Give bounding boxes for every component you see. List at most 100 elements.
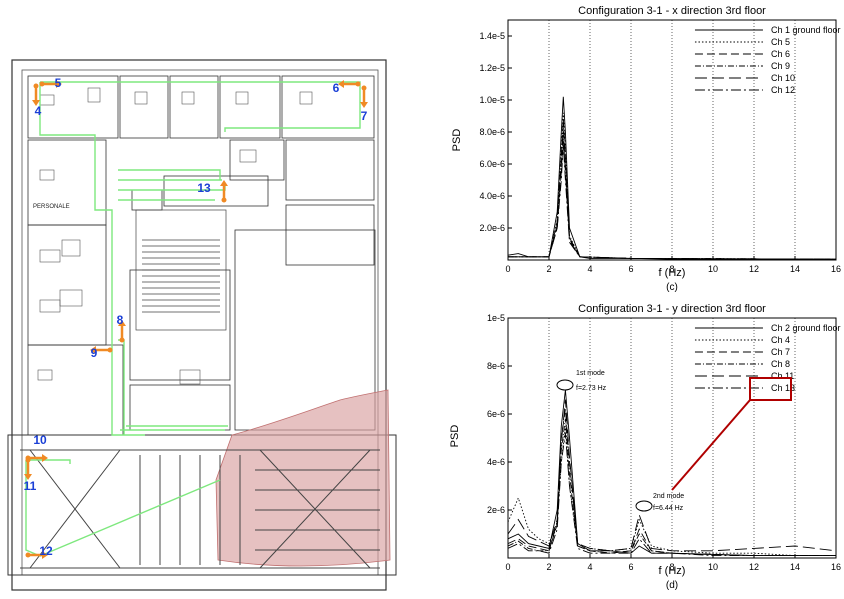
y-tick-label: 4e-6 (487, 457, 505, 467)
sensor-dot (39, 81, 45, 87)
chart-d-svg: Configuration 3-1 - y direction 3rd floo… (449, 303, 841, 591)
sensor-marker-ch4: 4 (32, 83, 42, 118)
mode2-freq: f=6.44 Hz (653, 505, 684, 512)
x-tick-label: 4 (587, 562, 592, 572)
channel-label: 10 (33, 433, 47, 447)
plot-area: 0 2 4 6 8 10 12 14 16 2.0e-6 4.0e-6 6.0e-6 8.0e-6 1.0… (479, 19, 841, 274)
y-tick-label: 6.0e-6 (479, 159, 505, 169)
x-tick-label: 0 (505, 264, 510, 274)
sensor-marker-ch9: 9 (90, 346, 113, 360)
sensor-dot (33, 83, 39, 89)
mode2-label: 2nd mode (653, 493, 684, 500)
x-tick-label: 6 (628, 562, 633, 572)
channel-label: 13 (197, 181, 211, 195)
series-line-2 (508, 112, 837, 260)
arrowhead-icon (42, 454, 48, 462)
legend-entry: Ch 8 (771, 359, 790, 369)
legend-entry: Ch 2 ground floor (771, 323, 841, 333)
series-line-1 (507, 96, 836, 260)
furniture (37, 87, 313, 385)
x-tick-label: 14 (790, 264, 800, 274)
channel-label: 7 (361, 109, 368, 123)
sensor-marker-ch13: 13 (197, 180, 228, 203)
x-tick-label: 16 (831, 562, 841, 572)
sensor-dot (107, 347, 113, 353)
legend-entry: Ch 11 (771, 371, 794, 381)
mode1-freq: f=2.73 Hz (576, 385, 607, 392)
channel-label: 4 (35, 104, 42, 118)
arrowhead-icon (118, 320, 126, 326)
sensor-marker-ch6: 6 (333, 80, 361, 95)
mode2-circle (635, 500, 653, 512)
y-tick-label: 1.2e-5 (479, 63, 505, 73)
chart-title: Configuration 3-1 - y direction 3rd floo… (578, 303, 766, 315)
legend-entry: Ch 5 (771, 37, 790, 47)
channel-label: 5 (55, 76, 62, 90)
sensor-marker-ch12: 12 (25, 544, 53, 559)
x-tick-label: 14 (790, 562, 800, 572)
legend-entry: Ch 10 (771, 73, 795, 83)
legend-entry: Ch 1 ground floor (771, 25, 841, 35)
x-tick-label: 10 (708, 562, 718, 572)
arrowhead-icon (90, 346, 96, 354)
series-line-4 (507, 418, 836, 557)
y-tick-label: 1.4e-5 (479, 31, 505, 41)
legend-entry: Ch 4 (771, 335, 790, 345)
y-tick-label: 1.0e-5 (479, 95, 505, 105)
room-label: PERSONALE (33, 204, 70, 210)
mode-annotations: 1st mode f=2.73 Hz 2nd mode f=6.44 Hz (556, 370, 684, 512)
sensor-marker-ch10: 10 (25, 433, 48, 462)
building-outline (7, 59, 397, 591)
sensor-dot (25, 552, 31, 558)
chart-caption: (c) (666, 282, 678, 293)
x-tick-label: 0 (505, 562, 510, 572)
floor-plan-panel: 5 4 6 7 13 8 9 10 11 12 PERSONALE (0, 40, 420, 594)
y-tick-label: 2.0e-6 (479, 223, 505, 233)
x-axis-label: f (Hz) (659, 267, 686, 279)
channel-label: 8 (117, 313, 124, 327)
roof-beams (20, 449, 380, 569)
sensor-cable-network (25, 81, 361, 557)
mode1-label: 1st mode (576, 370, 605, 377)
channel-label: 12 (39, 544, 53, 558)
y-tick-label: 6e-6 (487, 409, 505, 419)
y-axis-label: PSD (449, 425, 461, 448)
highlight-box (749, 377, 792, 401)
sensor-dot (119, 337, 125, 343)
y-tick-label: 8.0e-6 (479, 127, 505, 137)
x-tick-label: 8 (669, 264, 674, 274)
x-axis-label: f (Hz) (659, 565, 686, 577)
channel-label: 11 (24, 479, 37, 493)
y-tick-label: 1e-5 (487, 313, 505, 323)
arrowhead-icon (24, 474, 32, 480)
y-tick-label: 4.0e-6 (479, 191, 505, 201)
arrowhead-icon (360, 102, 368, 108)
chart-c-svg: Configuration 3-1 - x direction 3rd floo… (451, 5, 841, 293)
legend-entry: Ch 12 (771, 85, 795, 95)
x-tick-label: 2 (546, 264, 551, 274)
chart-caption: (d) (666, 580, 678, 591)
x-tick-label: 12 (749, 562, 759, 572)
sensor-dot (25, 457, 31, 463)
legend-entry: Ch 6 (771, 49, 790, 59)
chart-d-panel: Configuration 3-1 - y direction 3rd floo… (440, 298, 844, 594)
channel-label: 6 (333, 81, 340, 95)
series-line-2 (507, 425, 836, 557)
x-tick-label: 16 (831, 264, 841, 274)
x-tick-label: 10 (708, 264, 718, 274)
y-axis-label: PSD (451, 129, 463, 152)
arrowhead-icon (32, 100, 40, 106)
series-line-5 (507, 399, 837, 552)
arrowhead-icon (56, 80, 62, 88)
x-tick-label: 6 (628, 264, 633, 274)
chart-title: Configuration 3-1 - x direction 3rd floo… (578, 5, 766, 17)
legend-entry: Ch 13 (771, 383, 795, 393)
x-tick-label: 4 (587, 264, 592, 274)
series-line-5 (508, 135, 837, 260)
legend-entry: Ch 9 (771, 61, 790, 71)
y-tick-label: 8e-6 (487, 361, 505, 371)
stairwell (135, 209, 227, 331)
channel-label: 9 (91, 346, 98, 360)
sensor-marker-ch7: 7 (360, 85, 368, 123)
sensor-dot (355, 81, 361, 87)
